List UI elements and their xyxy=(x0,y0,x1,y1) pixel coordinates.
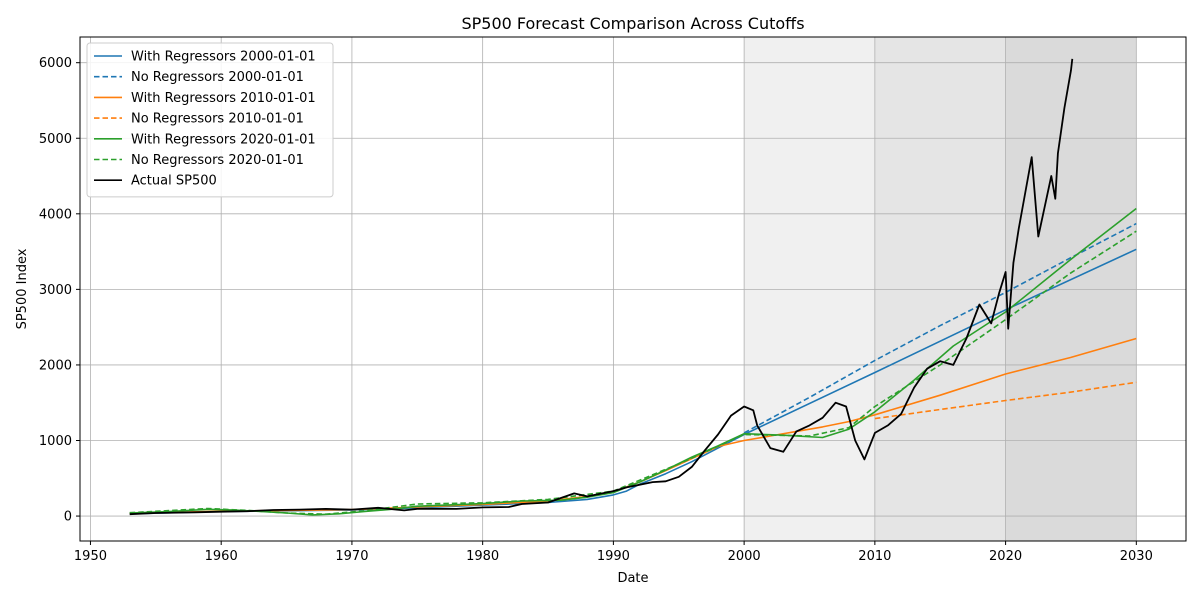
y-tick-label: 1000 xyxy=(39,434,72,449)
series-line-1 xyxy=(743,222,1137,434)
legend-label: With Regressors 2010-01-01 xyxy=(131,91,316,106)
axis-ticks: 1950 1960 1970 1980 1990 2000 2010 2020 2030 0 100… xyxy=(39,56,1153,564)
series-line-6 xyxy=(129,58,1074,516)
x-tick-label: 2030 xyxy=(1120,549,1153,564)
legend: With Regressors 2000-01-01 No Regressors … xyxy=(86,42,334,198)
legend-label: Actual SP500 xyxy=(131,174,217,189)
y-tick-label: 3000 xyxy=(39,283,72,298)
x-axis-title: Date xyxy=(617,571,648,586)
chart-title: SP500 Forecast Comparison Across Cutoffs xyxy=(461,14,804,33)
x-tick-label: 2000 xyxy=(728,549,761,564)
x-tick-label: 2010 xyxy=(858,549,891,564)
y-tick-label: 4000 xyxy=(39,207,72,222)
x-tick-label: 1970 xyxy=(335,549,368,564)
legend-label: No Regressors 2000-01-01 xyxy=(131,70,304,85)
x-tick-label: 2020 xyxy=(989,549,1022,564)
legend-label: No Regressors 2020-01-01 xyxy=(131,153,304,168)
x-tick-label: 1960 xyxy=(205,549,238,564)
legend-label: With Regressors 2020-01-01 xyxy=(131,132,316,147)
y-tick-label: 2000 xyxy=(39,358,72,373)
legend-label: No Regressors 2010-01-01 xyxy=(131,112,304,127)
legend-label: With Regressors 2000-01-01 xyxy=(131,50,316,65)
series-line-3 xyxy=(874,381,1137,420)
x-tick-label: 1980 xyxy=(466,549,499,564)
y-tick-label: 0 xyxy=(64,510,72,525)
x-tick-label: 1990 xyxy=(597,549,630,564)
x-tick-label: 1950 xyxy=(74,549,107,564)
legend-box xyxy=(86,42,334,198)
y-axis-title: SP500 Index xyxy=(15,248,30,329)
series-lines xyxy=(129,58,1137,516)
y-tick-label: 6000 xyxy=(39,56,72,71)
y-tick-label: 5000 xyxy=(39,132,72,147)
